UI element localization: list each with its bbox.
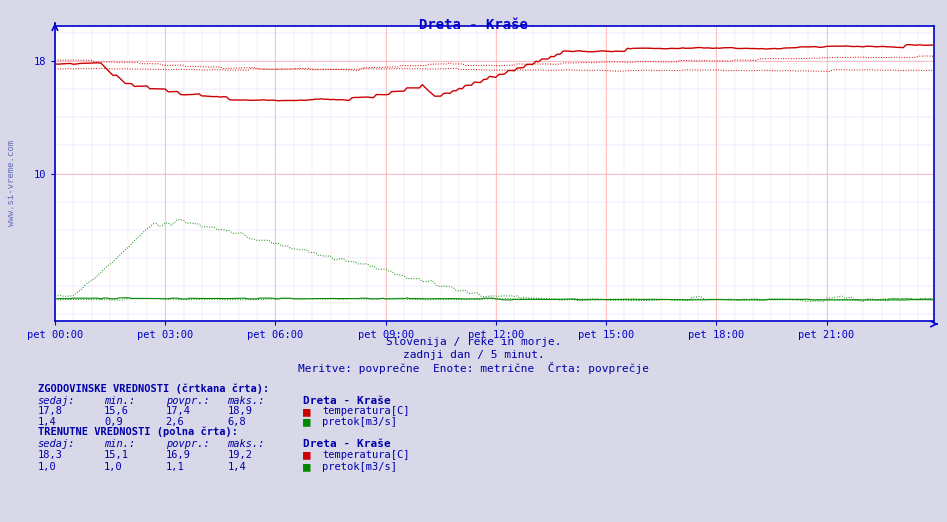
Text: 18,9: 18,9 [227,406,252,417]
Text: ■: ■ [303,416,311,428]
Text: 16,9: 16,9 [166,450,190,460]
Text: 17,8: 17,8 [38,406,63,417]
Text: 2,6: 2,6 [166,417,185,427]
Text: temperatura[C]: temperatura[C] [322,406,409,417]
Text: ZGODOVINSKE VREDNOSTI (črtkana črta):: ZGODOVINSKE VREDNOSTI (črtkana črta): [38,384,269,394]
Text: zadnji dan / 5 minut.: zadnji dan / 5 minut. [402,350,545,360]
Text: TRENUTNE VREDNOSTI (polna črta):: TRENUTNE VREDNOSTI (polna črta): [38,427,238,437]
Text: min.:: min.: [104,396,135,406]
Text: Dreta - Kraše: Dreta - Kraše [420,18,527,32]
Text: 17,4: 17,4 [166,406,190,417]
Text: Meritve: povprečne  Enote: metrične  Črta: povprečje: Meritve: povprečne Enote: metrične Črta:… [298,362,649,374]
Text: povpr.:: povpr.: [166,438,209,449]
Text: 0,9: 0,9 [104,417,123,427]
Text: min.:: min.: [104,438,135,449]
Text: Slovenija / reke in morje.: Slovenija / reke in morje. [385,337,562,347]
Text: ■: ■ [303,405,311,418]
Text: povpr.:: povpr.: [166,396,209,406]
Text: maks.:: maks.: [227,396,265,406]
Text: ■: ■ [303,460,311,473]
Text: 18,3: 18,3 [38,450,63,460]
Text: ■: ■ [303,449,311,461]
Text: Dreta - Kraše: Dreta - Kraše [303,438,391,449]
Text: sedaj:: sedaj: [38,396,76,406]
Text: 1,1: 1,1 [166,461,185,472]
Text: www.si-vreme.com: www.si-vreme.com [7,140,16,226]
Text: 1,0: 1,0 [104,461,123,472]
Text: pretok[m3/s]: pretok[m3/s] [322,461,397,472]
Text: 19,2: 19,2 [227,450,252,460]
Text: sedaj:: sedaj: [38,438,76,449]
Text: maks.:: maks.: [227,438,265,449]
Text: 15,1: 15,1 [104,450,129,460]
Text: 1,4: 1,4 [38,417,57,427]
Text: pretok[m3/s]: pretok[m3/s] [322,417,397,427]
Text: 1,0: 1,0 [38,461,57,472]
Text: temperatura[C]: temperatura[C] [322,450,409,460]
Text: Dreta - Kraše: Dreta - Kraše [303,396,391,406]
Text: 15,6: 15,6 [104,406,129,417]
Text: 6,8: 6,8 [227,417,246,427]
Text: 1,4: 1,4 [227,461,246,472]
